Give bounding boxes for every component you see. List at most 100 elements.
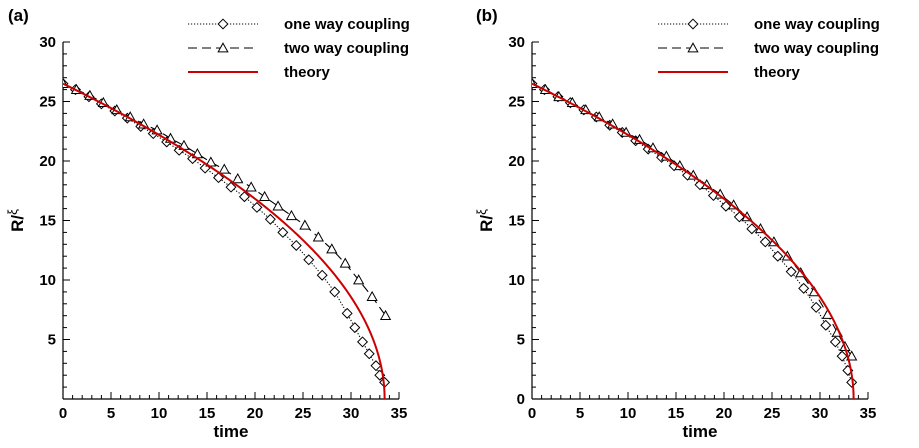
y-axis-title-main: R/	[8, 215, 27, 232]
x-tick-label: 15	[199, 405, 216, 422]
data-point-two-way-coupling	[366, 290, 378, 301]
legend-marker	[687, 42, 699, 53]
data-point-one-way-coupling	[277, 226, 289, 238]
data-point-two-way-coupling	[353, 274, 365, 285]
legend-label: one way coupling	[284, 16, 410, 33]
data-point-one-way-coupling	[720, 200, 732, 212]
data-point-one-way-coupling	[264, 213, 276, 225]
series-theory-line	[532, 82, 855, 399]
data-point-one-way-coupling	[316, 269, 328, 281]
x-axis-title: time	[683, 422, 718, 441]
legend-label: two way coupling	[284, 40, 409, 57]
panel-label: (a)	[8, 6, 29, 25]
data-point-one-way-coupling	[733, 211, 745, 223]
data-point-one-way-coupling	[798, 282, 810, 294]
x-tick-label: 15	[668, 405, 685, 422]
x-tick-label: 25	[295, 405, 312, 422]
x-tick-label: 30	[812, 405, 829, 422]
legend-marker	[687, 18, 699, 30]
data-point-one-way-coupling	[303, 254, 315, 266]
legend-label: theory	[754, 64, 801, 81]
y-axis-title: R/ξ	[5, 209, 27, 232]
x-tick-label: 30	[343, 405, 360, 422]
y-tick-label: 10	[508, 272, 525, 289]
data-point-two-way-coupling	[326, 243, 338, 254]
y-tick-label: 15	[508, 213, 525, 230]
plot-area	[63, 77, 392, 399]
data-point-one-way-coupling	[251, 201, 263, 213]
x-tick-label: 20	[716, 405, 733, 422]
data-point-one-way-coupling	[836, 350, 848, 362]
x-tick-label: 5	[107, 405, 115, 422]
data-point-one-way-coupling	[363, 348, 375, 360]
y-tick-label: 15	[39, 213, 56, 230]
data-point-one-way-coupling	[820, 319, 832, 331]
x-tick-label: 5	[576, 405, 584, 422]
x-tick-label: 0	[528, 405, 536, 422]
data-point-one-way-coupling	[746, 223, 758, 235]
data-point-one-way-coupling	[810, 301, 822, 313]
y-axis-title: R/ξ	[474, 209, 496, 232]
y-tick-label: 30	[39, 34, 56, 51]
x-tick-label: 20	[247, 405, 264, 422]
y-tick-label: 30	[508, 34, 525, 51]
y-tick-label: 20	[39, 153, 56, 170]
legend-label: one way coupling	[754, 16, 880, 33]
data-point-one-way-coupling	[785, 266, 797, 278]
data-point-two-way-coupling	[232, 173, 244, 184]
data-point-one-way-coupling	[341, 307, 353, 319]
series-one-way-coupling-line	[63, 83, 386, 383]
x-tick-label: 0	[59, 405, 67, 422]
x-tick-label: 35	[391, 405, 408, 422]
data-point-one-way-coupling	[213, 172, 225, 184]
legend-label: theory	[284, 64, 331, 81]
y-axis-title-symbol: ξ	[474, 209, 489, 215]
data-point-two-way-coupling	[339, 257, 351, 268]
plot-area	[532, 77, 858, 399]
chart-panel-b: (b) 0 5 10 15 20 25 30 35 0 5 10 15 20 25 30 time R/ξ one …	[474, 6, 880, 441]
y-tick-label: 25	[39, 94, 56, 111]
y-tick-label: 20	[508, 153, 525, 170]
data-point-two-way-coupling	[285, 209, 298, 221]
chart-panel-a: (a) 0 5 10 15 20 25 30 35 5 10 15 20 25 30 time R/ξ one w…	[5, 6, 410, 441]
data-point-two-way-coupling	[272, 200, 284, 211]
data-point-two-way-coupling	[218, 163, 230, 174]
legend-marker	[217, 18, 229, 30]
y-axis-title-symbol: ξ	[5, 209, 20, 215]
data-point-one-way-coupling	[349, 322, 361, 334]
y-tick-label: 5	[517, 332, 525, 349]
data-point-two-way-coupling	[846, 350, 858, 361]
data-point-one-way-coupling	[290, 239, 302, 251]
x-tick-label: 10	[151, 405, 168, 422]
y-tick-label: 25	[508, 94, 525, 111]
data-point-one-way-coupling	[759, 236, 771, 248]
x-axis-title: time	[214, 422, 249, 441]
data-point-one-way-coupling	[829, 336, 841, 348]
x-tick-label: 10	[620, 405, 637, 422]
x-tick-label: 35	[860, 405, 877, 422]
legend-marker	[217, 42, 229, 53]
y-axis-title-main: R/	[477, 215, 496, 232]
data-point-one-way-coupling	[225, 181, 237, 193]
legend: one way coupling two way coupling theory	[658, 16, 880, 81]
data-point-two-way-coupling	[258, 190, 271, 202]
data-point-one-way-coupling	[238, 191, 250, 203]
x-tick-label: 25	[764, 405, 781, 422]
legend: one way coupling two way coupling theory	[188, 16, 410, 81]
legend-label: two way coupling	[754, 40, 879, 57]
data-point-one-way-coupling	[772, 250, 784, 262]
panel-label: (b)	[476, 6, 498, 25]
data-point-two-way-coupling	[245, 181, 257, 192]
data-point-one-way-coupling	[329, 286, 341, 298]
series-theory-line	[63, 82, 386, 399]
data-point-one-way-coupling	[370, 360, 382, 372]
data-point-two-way-coupling	[312, 231, 325, 242]
y-tick-label: 0	[517, 391, 525, 408]
data-point-one-way-coupling	[846, 376, 858, 388]
data-point-two-way-coupling	[299, 219, 311, 230]
series-two-way-coupling-line	[63, 83, 387, 317]
series-two-way-coupling-line	[532, 83, 853, 357]
series-one-way-coupling-line	[532, 83, 853, 383]
y-tick-label: 5	[48, 332, 56, 349]
